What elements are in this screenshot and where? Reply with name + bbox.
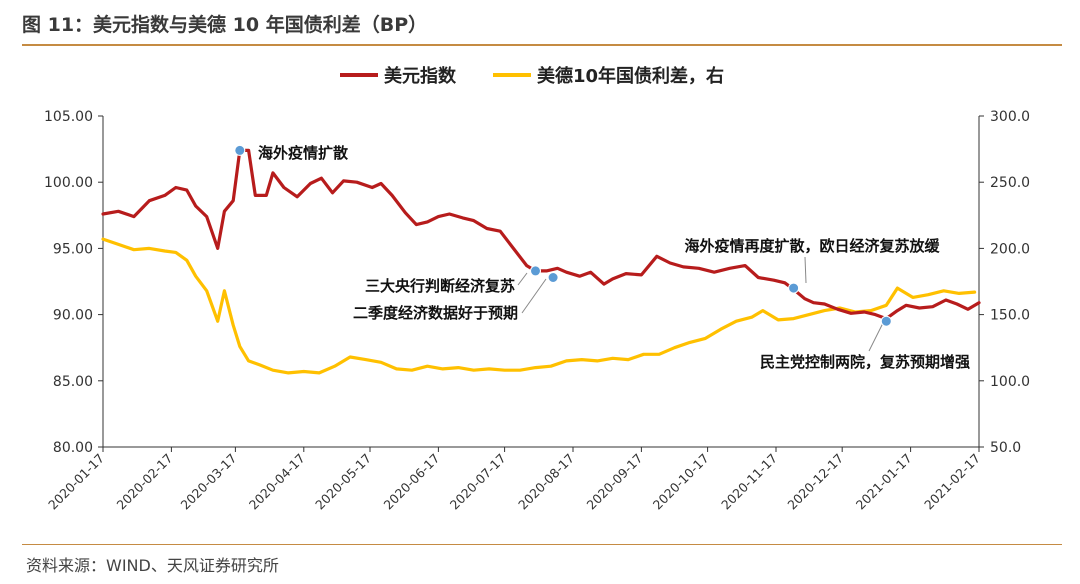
x-tick-label: 2020-02-17 bbox=[114, 451, 176, 513]
annotation-leader bbox=[804, 256, 807, 284]
right-tick-label: 100.0 bbox=[990, 374, 1030, 390]
x-tick-label: 2020-04-17 bbox=[246, 451, 308, 513]
x-tick-label: 2020-07-17 bbox=[447, 451, 509, 513]
annotation-label: 民主党控制两院，复苏预期增强 bbox=[760, 353, 970, 371]
annotation-label: 海外疫情扩散 bbox=[258, 144, 349, 162]
x-tick-label: 2020-05-17 bbox=[312, 451, 374, 513]
legend: 美元指数 美德10年国债利差，右 bbox=[340, 65, 724, 87]
figure-title: 图 11：美元指数与美德 10 年国债利差（BP） bbox=[22, 14, 428, 36]
x-tick-label: 2021-01-17 bbox=[853, 451, 915, 513]
x-tick-label: 2020-09-17 bbox=[584, 451, 646, 513]
series-line-spread bbox=[101, 237, 977, 375]
source-rule bbox=[22, 544, 1062, 545]
left-tick-label: 105.00 bbox=[44, 109, 93, 125]
annotation-label: 二季度经济数据好于预期 bbox=[353, 304, 518, 322]
annotation-marker bbox=[530, 265, 541, 277]
annotation-leader bbox=[521, 278, 547, 314]
axes: 80.00 85.00 90.00 95.00 100.00 105.00 50.0 100.… bbox=[44, 109, 1030, 512]
annotation-marker bbox=[880, 315, 892, 327]
annotation-leader bbox=[868, 322, 884, 352]
left-tick-label: 90.00 bbox=[53, 308, 93, 324]
right-tick-label: 50.0 bbox=[990, 440, 1021, 456]
annotation-marker bbox=[547, 272, 559, 283]
x-tick-label: 2020-12-17 bbox=[784, 451, 846, 513]
x-tick-label: 2020-03-17 bbox=[178, 451, 240, 513]
x-tick-label: 2020-10-17 bbox=[650, 451, 712, 513]
series-line-dxy bbox=[101, 148, 981, 321]
source-note: 资料来源：WIND、天风证券研究所 bbox=[26, 556, 279, 575]
left-tick-label: 85.00 bbox=[53, 374, 93, 390]
x-tick-label: 2020-01-17 bbox=[45, 451, 107, 513]
x-tick-label: 2021-02-17 bbox=[921, 451, 983, 513]
annotation-leader bbox=[517, 272, 528, 286]
series-layer bbox=[101, 148, 981, 375]
right-tick-label: 300.0 bbox=[990, 109, 1030, 125]
x-tick-label: 2020-11-17 bbox=[718, 451, 780, 513]
annotation-label: 海外疫情再度扩散，欧日经济复苏放缓 bbox=[684, 237, 940, 255]
right-tick-label: 250.0 bbox=[990, 175, 1030, 191]
annotation-marker bbox=[234, 144, 246, 156]
left-tick-label: 100.00 bbox=[44, 175, 93, 191]
annotation-label: 三大央行判断经济复苏 bbox=[365, 277, 515, 295]
x-tick-label: 2020-08-17 bbox=[515, 451, 577, 513]
legend-label: 美元指数 bbox=[384, 65, 457, 87]
left-tick-label: 80.00 bbox=[53, 440, 93, 456]
left-tick-label: 95.00 bbox=[53, 241, 93, 257]
annotation-marker bbox=[788, 282, 800, 294]
right-tick-label: 200.0 bbox=[990, 241, 1030, 257]
right-tick-label: 150.0 bbox=[990, 308, 1030, 324]
legend-label: 美德10年国债利差，右 bbox=[537, 65, 724, 87]
x-tick-label: 2020-06-17 bbox=[381, 451, 443, 513]
title-rule bbox=[22, 44, 1062, 46]
